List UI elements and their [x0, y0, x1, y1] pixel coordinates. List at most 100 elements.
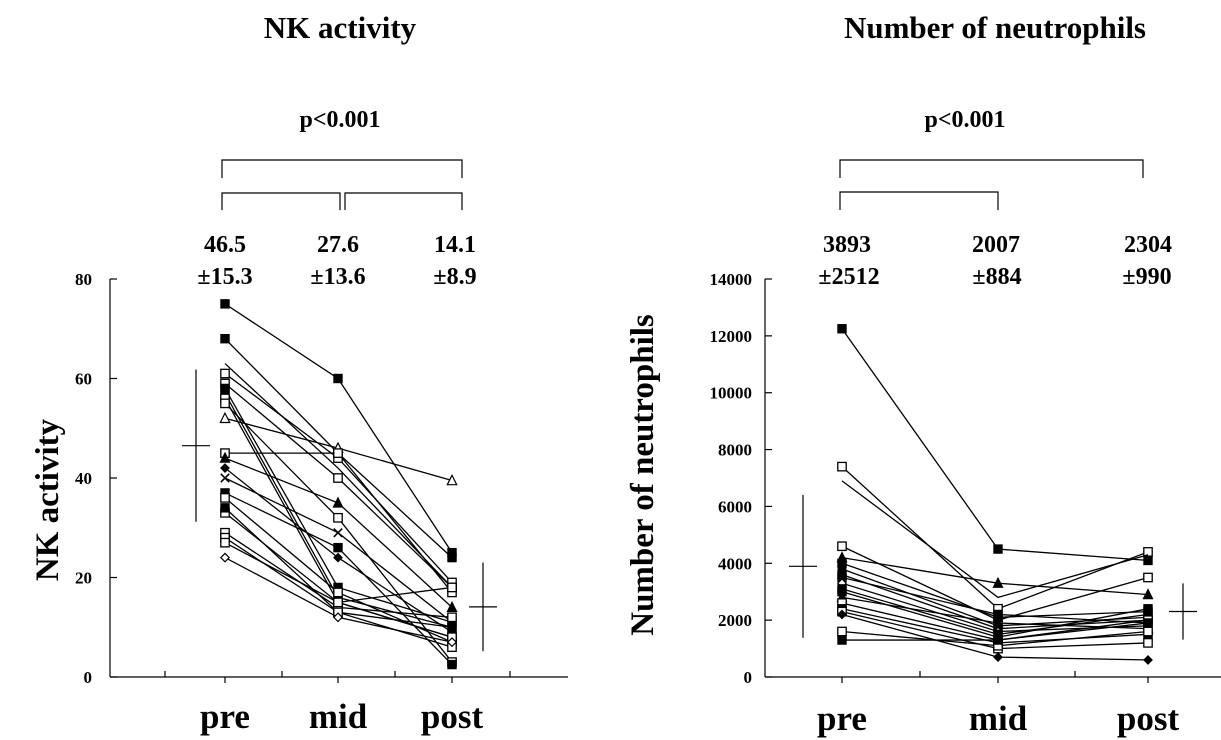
nk-mean-sd-markers — [182, 369, 497, 652]
neutrophils-post-sd: ±990 — [1122, 264, 1171, 290]
nk-data-point — [219, 552, 231, 563]
neutrophils-x-tick-label-post: post — [1117, 699, 1180, 738]
nk-y-tick-label: 60 — [75, 370, 92, 389]
neutrophils-mean-sd-markers — [789, 494, 1197, 640]
nk-data-point — [333, 448, 343, 458]
neutrophils-series-group — [836, 324, 1154, 665]
neutrophils-y-axis-label: Number of neutrophils — [625, 314, 661, 636]
neutrophils-y-tick-label: 6000 — [718, 497, 752, 516]
nk-data-point — [447, 552, 457, 563]
nk-mid-mean: 27.6 — [317, 232, 359, 258]
nk-data-point — [220, 368, 230, 379]
neutrophils-subject-line — [841, 480, 1149, 599]
nk-subject-series-4 — [220, 368, 457, 588]
nk-subject-series-10 — [219, 411, 458, 486]
nk-data-point — [220, 463, 230, 473]
nk-data-point — [332, 496, 344, 508]
nk-series-group — [219, 299, 458, 670]
neutrophils-subject-series-19 — [837, 618, 1153, 645]
neutrophils-data-point — [1143, 572, 1153, 583]
nk-data-point — [219, 411, 231, 424]
neutrophils-mid-mean: 2007 — [972, 232, 1020, 258]
nk-data-point — [446, 637, 458, 648]
nk-activity-panel: NK activity p<0.001 46.5 27.6 14.1 ±15.3… — [30, 10, 568, 736]
neutrophils-data-point — [1143, 547, 1153, 557]
nk-pre-mean: 46.5 — [204, 232, 246, 258]
neutrophils-subject-series-2 — [837, 461, 1153, 614]
neutrophils-pre-mean: 3893 — [823, 232, 871, 258]
neutrophils-data-point — [993, 544, 1003, 554]
neutrophils-post-mean: 2304 — [1124, 232, 1172, 258]
neutrophils-data-point — [993, 652, 1003, 663]
neutrophils-data-point — [837, 461, 847, 472]
nk-x-tick-label-mid: mid — [309, 697, 368, 736]
nk-post-sd: ±8.9 — [433, 264, 476, 290]
nk-bracket-pre-post — [221, 159, 463, 178]
nk-data-point — [333, 473, 343, 483]
neutrophils-bracket-pre-mid — [839, 191, 999, 210]
nk-data-point — [333, 512, 343, 523]
neutrophils-y-tick-label: 10000 — [710, 384, 753, 403]
nk-subject-series-22 — [219, 552, 458, 648]
neutrophils-data-point — [992, 576, 1004, 588]
nk-data-point — [447, 582, 457, 593]
neutrophils-y-ticks: 0 2000 4000 6000 8000 10000 12000 14000 — [710, 270, 772, 687]
nk-y-tick-label: 20 — [75, 569, 92, 588]
nk-data-point — [333, 527, 343, 538]
neutrophils-y-tick-label: 0 — [744, 668, 753, 687]
neutrophils-data-point — [837, 635, 847, 645]
neutrophils-y-tick-label: 12000 — [710, 327, 753, 346]
nk-data-point — [446, 473, 458, 486]
neutrophils-subject-series-5 — [836, 551, 1154, 600]
nk-data-point — [220, 334, 230, 344]
nk-subject-series-5 — [220, 378, 457, 593]
nk-chart-title: NK activity — [264, 10, 417, 45]
nk-y-tick-label: 80 — [75, 270, 92, 289]
nk-data-point — [220, 493, 230, 503]
neutrophils-data-point — [992, 616, 1004, 628]
neutrophils-y-tick-label: 2000 — [718, 611, 752, 630]
nk-significance-label: p<0.001 — [299, 107, 380, 133]
nk-data-point — [447, 622, 457, 632]
neutrophils-subject-series-17 — [837, 609, 1153, 665]
neutrophils-subject-series-3 — [841, 480, 1149, 599]
neutrophils-subject-series-1 — [837, 324, 1153, 566]
nk-y-ticks: 0 20 40 60 80 — [75, 270, 117, 687]
neutrophils-data-point — [993, 635, 1003, 645]
nk-data-point — [220, 503, 230, 513]
neutrophils-x-tick-label-pre: pre — [817, 699, 867, 738]
nk-y-axis-label: NK activity — [30, 418, 66, 581]
neutrophils-x-tick-label-mid: mid — [969, 699, 1028, 738]
nk-data-point — [333, 542, 343, 553]
nk-data-point — [220, 299, 230, 309]
nk-subject-line — [224, 363, 453, 588]
nk-bracket-mid-post — [344, 192, 463, 210]
neutrophils-subject-line — [841, 328, 1149, 562]
neutrophils-pre-sd: ±2512 — [818, 264, 879, 290]
nk-data-point — [333, 597, 343, 608]
nk-data-point — [332, 612, 344, 623]
neutrophils-data-point — [1143, 618, 1153, 628]
neutrophils-chart-title: Number of neutrophils — [844, 10, 1146, 45]
neutrophils-data-point — [837, 609, 847, 620]
nk-data-point — [446, 601, 458, 613]
nk-post-mean: 14.1 — [434, 232, 476, 258]
neutrophils-panel: Number of neutrophils p<0.001 3893 2007 … — [625, 10, 1221, 738]
neutrophils-data-point — [1143, 626, 1153, 637]
neutrophils-data-point — [1142, 588, 1154, 600]
neutrophils-y-tick-label: 8000 — [718, 441, 752, 460]
neutrophils-data-point — [1143, 655, 1153, 665]
neutrophils-mid-sd: ±884 — [972, 264, 1021, 290]
nk-x-tick-label-pre: pre — [200, 697, 250, 736]
nk-pre-sd: ±15.3 — [197, 264, 252, 290]
nk-data-point — [333, 587, 343, 598]
nk-subject-series-3 — [224, 363, 453, 588]
neutrophils-axes — [764, 279, 1221, 683]
nk-y-tick-label: 40 — [75, 469, 92, 488]
nk-bracket-pre-mid — [221, 192, 341, 210]
nk-subject-series-1 — [220, 299, 457, 558]
nk-subject-series-12 — [219, 451, 458, 613]
neutrophils-significance-label: p<0.001 — [924, 107, 1005, 133]
nk-data-point — [447, 612, 457, 623]
